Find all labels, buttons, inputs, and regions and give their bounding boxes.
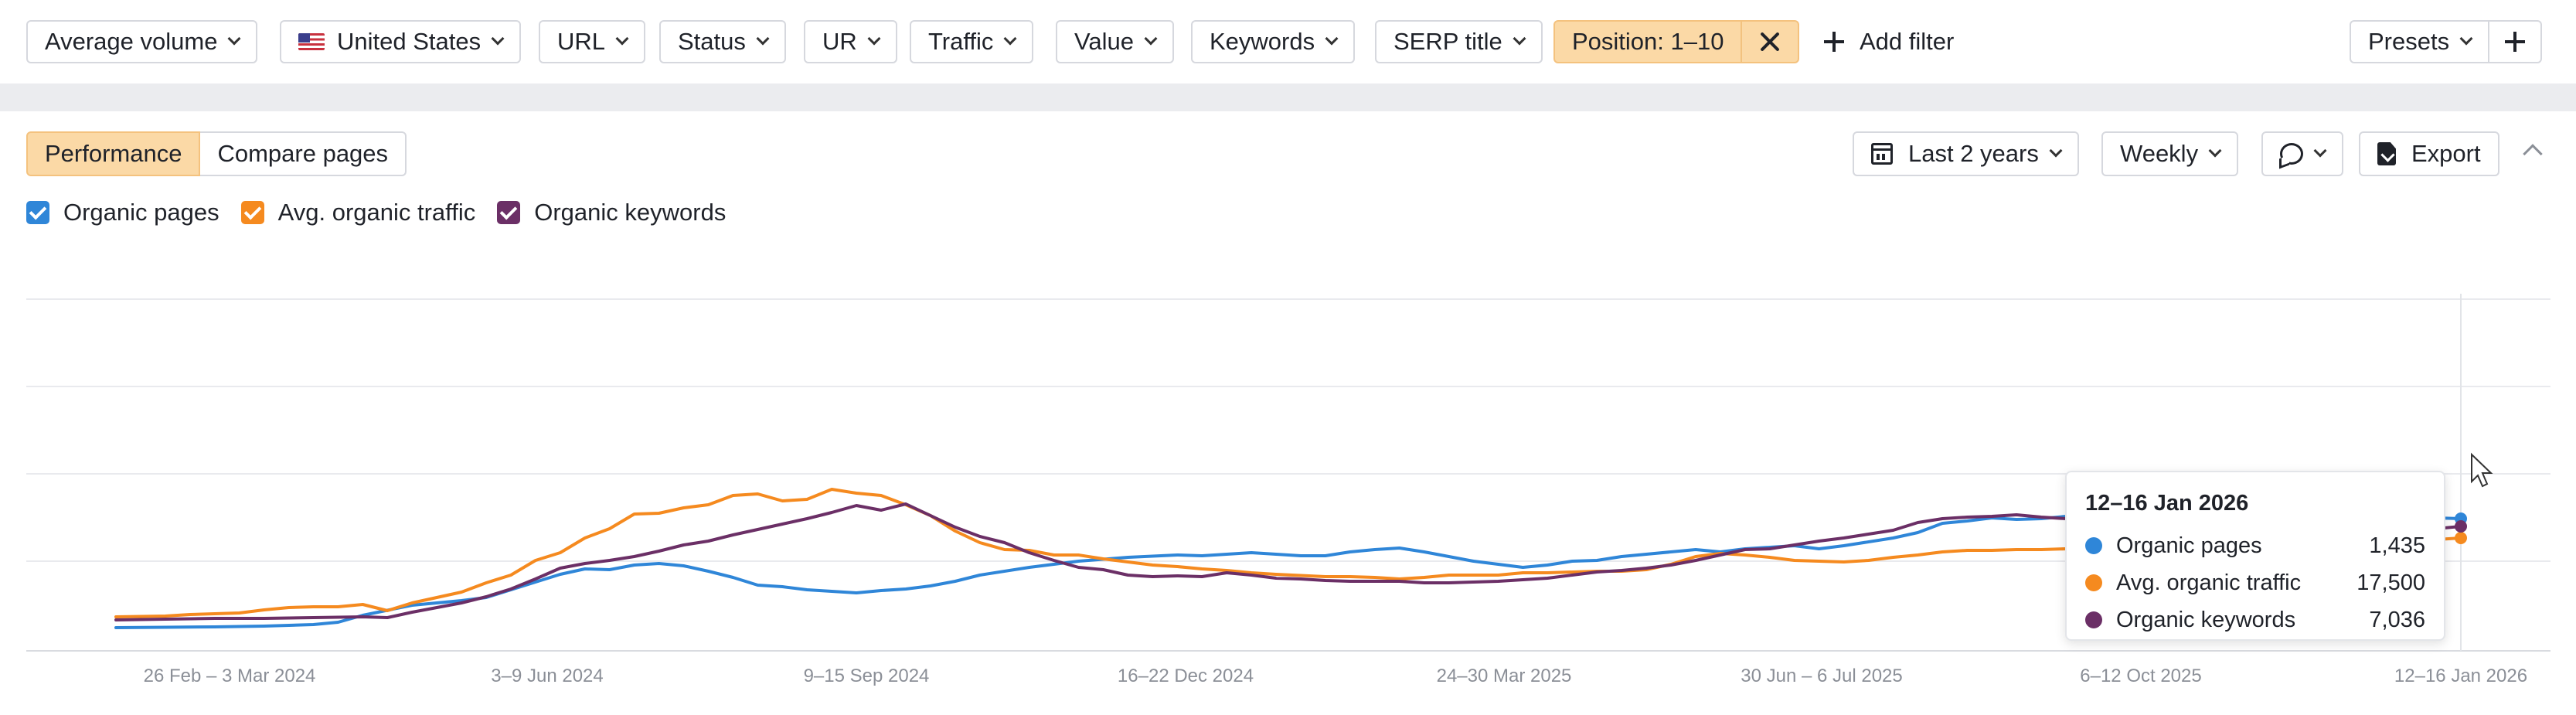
chevron-down-icon: [1144, 32, 1158, 46]
legend-avg-organic-traffic[interactable]: Avg. organic traffic: [240, 199, 476, 226]
comment-icon: [2280, 143, 2303, 165]
chevron-up-icon[interactable]: [2523, 144, 2543, 164]
view-toggle: Performance Compare pages: [26, 131, 407, 176]
interval-label: Weekly: [2120, 140, 2199, 167]
chevron-down-icon: [615, 32, 629, 46]
chart-legend: Organic pages Avg. organic traffic Organ…: [26, 197, 747, 228]
chevron-down-icon: [1513, 32, 1526, 46]
presets-label: Presets: [2368, 28, 2450, 55]
x-tick-label: 6–12 Oct 2025: [2080, 666, 2201, 686]
legend-label: Organic keywords: [534, 199, 727, 226]
interval-select[interactable]: Weekly: [2101, 131, 2239, 176]
filter-url-label: URL: [557, 28, 606, 55]
tooltip-row-avg-organic-traffic: Avg. organic traffic 17,500: [2085, 564, 2425, 601]
filter-average-volume-label: Average volume: [45, 28, 218, 55]
close-icon: [1760, 32, 1780, 52]
tooltip-row-value: 7,036: [2369, 607, 2425, 632]
filter-position-label[interactable]: Position: 1–10: [1572, 28, 1724, 55]
tooltip-row-name: Organic keywords: [2116, 607, 2296, 632]
series-end-point-2: [2455, 520, 2467, 533]
annotations-button[interactable]: [2261, 131, 2343, 176]
filter-url[interactable]: URL: [539, 20, 646, 63]
chevron-down-icon: [2049, 144, 2063, 158]
tooltip-row-name: Avg. organic traffic: [2116, 570, 2302, 595]
filter-status-label: Status: [678, 28, 746, 55]
filter-value-label: Value: [1074, 28, 1134, 55]
chevron-down-icon: [1325, 32, 1339, 46]
chevron-down-icon: [1003, 32, 1017, 46]
tooltip-row-organic-pages: Organic pages 1,435: [2085, 527, 2425, 564]
date-range-label: Last 2 years: [1908, 140, 2039, 167]
legend-organic-keywords[interactable]: Organic keywords: [497, 199, 726, 226]
chart-tooltip: 12–16 Jan 2026 Organic pages 1,435 Avg. …: [2065, 471, 2445, 641]
legend-label: Avg. organic traffic: [277, 199, 476, 226]
presets-button[interactable]: Presets: [2350, 20, 2490, 63]
chevron-down-icon: [756, 32, 770, 46]
filter-position[interactable]: Position: 1–10: [1553, 20, 1800, 63]
filter-ur-label: UR: [822, 28, 857, 55]
plus-icon: [2505, 32, 2526, 52]
tab-performance[interactable]: Performance: [26, 131, 201, 176]
performance-chart[interactable]: 26 Feb – 3 Mar 2024 3–9 Jun 2024 9–15 Sep …: [0, 263, 2576, 715]
filter-country[interactable]: United States: [280, 20, 522, 63]
presets-group: Presets: [2350, 20, 2543, 63]
filter-value[interactable]: Value: [1056, 20, 1174, 63]
export-button[interactable]: Export: [2359, 131, 2499, 176]
x-tick-label: 24–30 Mar 2025: [1437, 666, 1572, 686]
chevron-down-icon: [2208, 144, 2222, 158]
tooltip-title: 12–16 Jan 2026: [2085, 491, 2249, 516]
filter-serp-title-label: SERP title: [1393, 28, 1502, 55]
add-preset-button[interactable]: [2489, 20, 2543, 63]
tooltip-row-value: 17,500: [2357, 570, 2425, 595]
series-dot-icon: [2085, 537, 2102, 554]
x-tick-label: 30 Jun – 6 Jul 2025: [1741, 666, 1903, 686]
legend-label: Organic pages: [63, 199, 219, 226]
x-tick-label: 3–9 Jun 2024: [491, 666, 603, 686]
chevron-down-icon: [2459, 32, 2473, 46]
cursor-icon: [2471, 452, 2493, 488]
x-tick-label: 9–15 Sep 2024: [804, 666, 930, 686]
series-end-point-1: [2455, 532, 2467, 544]
series-dot-icon: [2085, 611, 2102, 628]
checkbox-icon[interactable]: [497, 201, 521, 224]
legend-organic-pages[interactable]: Organic pages: [26, 199, 219, 226]
chevron-down-icon: [867, 32, 881, 46]
filter-country-label: United States: [337, 28, 482, 55]
x-tick-label: 16–22 Dec 2024: [1118, 666, 1254, 686]
export-label: Export: [2411, 140, 2481, 167]
checkbox-icon[interactable]: [26, 201, 49, 224]
tab-compare-pages[interactable]: Compare pages: [200, 131, 407, 176]
add-filter-button[interactable]: Add filter: [1824, 20, 1954, 63]
us-flag-icon: [298, 33, 325, 50]
x-tick-label: 12–16 Jan 2026: [2394, 666, 2527, 686]
filter-traffic-label: Traffic: [928, 28, 994, 55]
tooltip-row-value: 1,435: [2369, 533, 2425, 558]
filter-keywords[interactable]: Keywords: [1191, 20, 1356, 63]
tooltip-row-name: Organic pages: [2116, 533, 2262, 558]
series-dot-icon: [2085, 574, 2102, 591]
filter-keywords-label: Keywords: [1210, 28, 1315, 55]
filter-status[interactable]: Status: [659, 20, 786, 63]
chevron-down-icon: [227, 32, 241, 46]
calendar-icon: [1871, 143, 1893, 165]
chevron-down-icon: [2313, 144, 2327, 158]
filter-average-volume[interactable]: Average volume: [26, 20, 258, 63]
add-filter-label: Add filter: [1860, 28, 1955, 55]
filter-serp-title[interactable]: SERP title: [1375, 20, 1543, 63]
tooltip-row-organic-keywords: Organic keywords 7,036: [2085, 601, 2425, 638]
remove-position-filter-button[interactable]: [1741, 22, 1798, 62]
export-icon: [2377, 142, 2396, 165]
filter-ur[interactable]: UR: [804, 20, 897, 63]
filter-traffic[interactable]: Traffic: [910, 20, 1034, 63]
date-range-select[interactable]: Last 2 years: [1853, 131, 2079, 176]
x-tick-label: 26 Feb – 3 Mar 2024: [144, 666, 316, 686]
filter-bar: Average volume United States URL Status …: [0, 0, 2576, 83]
section-divider: [0, 83, 2576, 111]
chevron-down-icon: [491, 32, 505, 46]
plus-icon: [1824, 32, 1844, 52]
checkbox-icon[interactable]: [240, 201, 264, 224]
